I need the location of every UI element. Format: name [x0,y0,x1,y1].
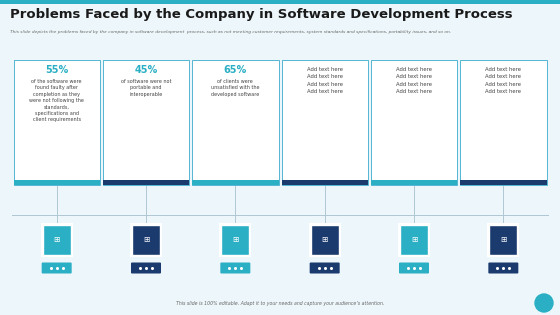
Text: Add text here
Add text here
Add text here
Add text here: Add text here Add text here Add text her… [307,67,343,94]
FancyBboxPatch shape [399,262,429,273]
Bar [371,60,457,185]
Text: ⊞: ⊞ [53,236,60,244]
Text: of software were not
portable and
interoperable: of software were not portable and intero… [121,79,171,97]
Text: This slide depicts the problems faced by the company in software development  pr: This slide depicts the problems faced by… [10,30,451,34]
Bar [43,225,71,255]
Bar [460,180,547,185]
Bar [400,225,428,255]
FancyBboxPatch shape [310,262,340,273]
Bar [41,223,73,257]
Text: Add text here
Add text here
Add text here
Add text here: Add text here Add text here Add text her… [486,67,521,94]
Text: ⊞: ⊞ [321,236,328,244]
Bar [398,223,430,257]
Bar [220,223,251,257]
Bar [192,60,278,185]
Text: 55%: 55% [45,65,68,75]
Bar [489,225,517,255]
Bar [282,180,368,185]
Bar [371,180,457,185]
Bar [130,223,162,257]
Bar [282,60,368,185]
FancyBboxPatch shape [41,262,72,273]
Bar [460,60,547,185]
Circle shape [535,294,553,312]
Text: ⊞: ⊞ [232,236,239,244]
FancyBboxPatch shape [131,262,161,273]
Bar [103,180,189,185]
Text: of clients were
unsatisfied with the
developed software: of clients were unsatisfied with the dev… [211,79,260,97]
Text: Add text here
Add text here
Add text here
Add text here: Add text here Add text here Add text her… [396,67,432,94]
Bar [192,180,278,185]
FancyBboxPatch shape [220,262,250,273]
Bar [487,223,519,257]
Text: ⊞: ⊞ [500,236,507,244]
Bar [221,225,249,255]
Text: This slide is 100% editable. Adapt it to your needs and capture your audience’s : This slide is 100% editable. Adapt it to… [176,301,384,306]
Bar [103,60,189,185]
Bar [0,0,560,4]
Text: of the software were
found faulty after
completion as they
were not following th: of the software were found faulty after … [29,79,84,123]
Bar [132,225,160,255]
Text: Problems Faced by the Company in Software Development Process: Problems Faced by the Company in Softwar… [10,8,512,21]
Bar [309,223,340,257]
Bar [13,60,100,185]
Bar [311,225,339,255]
Text: ⊞: ⊞ [411,236,417,244]
Text: 45%: 45% [134,65,157,75]
FancyBboxPatch shape [488,262,519,273]
Bar [13,180,100,185]
Text: 65%: 65% [223,65,247,75]
Text: ⊞: ⊞ [143,236,149,244]
